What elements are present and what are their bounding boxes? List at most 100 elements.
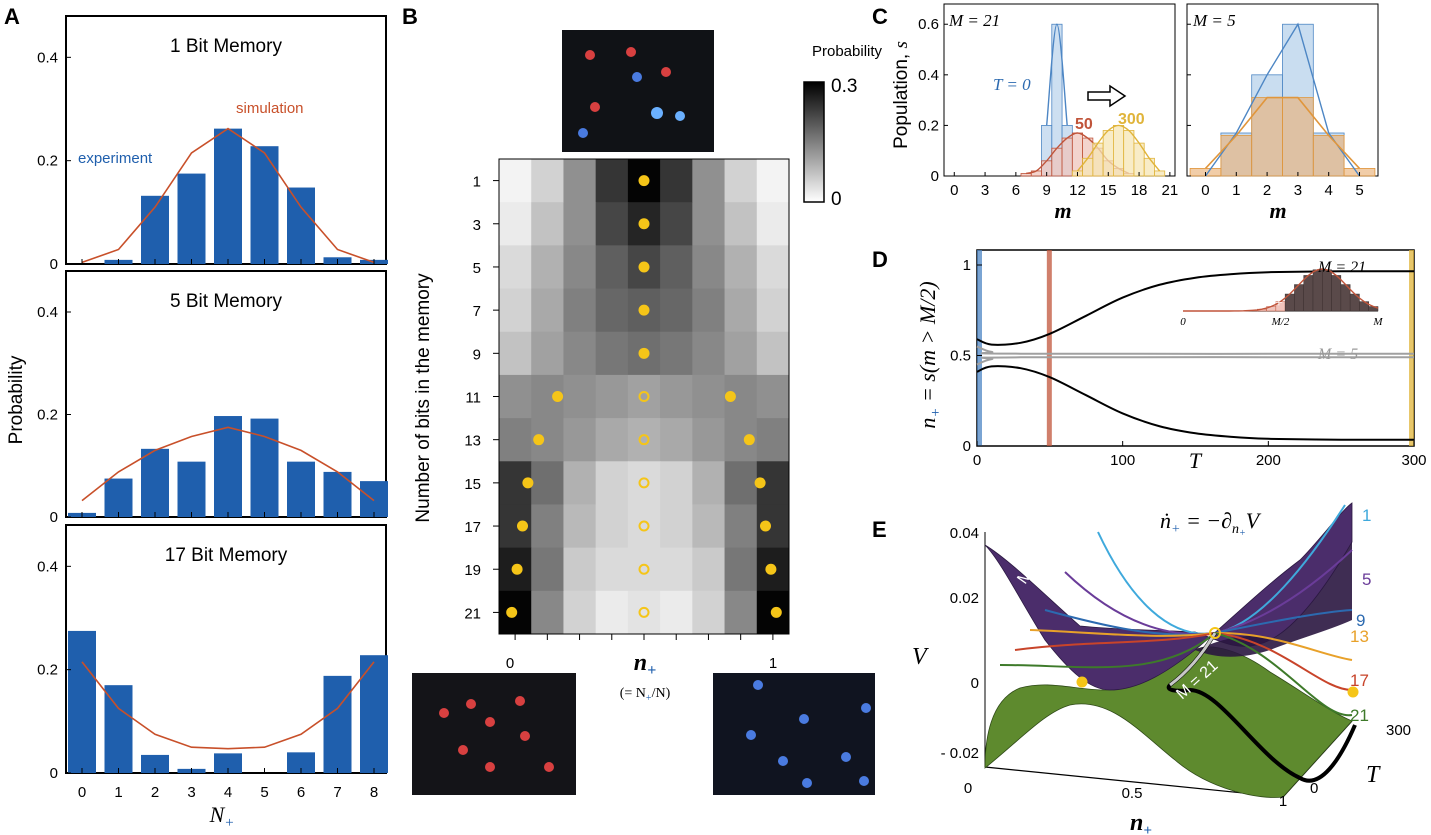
- x-tick-label: 1: [114, 784, 122, 801]
- x-tick-label: 5: [260, 784, 268, 801]
- heat-cell: [756, 159, 790, 203]
- dot-open: [638, 434, 650, 446]
- y-tick-label: 0.04: [950, 525, 979, 542]
- curve-label: 17: [1350, 671, 1369, 690]
- heat-cell: [660, 418, 693, 462]
- heat-cell: [531, 590, 564, 635]
- x-tick-label: 8: [370, 784, 378, 801]
- pop-bar: [1251, 97, 1283, 177]
- panel-e-ylabel: V: [912, 644, 929, 670]
- curve-label: 9: [1356, 611, 1365, 630]
- heat-cell: [627, 374, 661, 419]
- curve-label: 13: [1350, 627, 1369, 646]
- bar: [250, 146, 279, 264]
- heat-cell: [660, 202, 693, 246]
- panel-b-x-left: 0: [506, 655, 514, 672]
- heat-cell: [756, 288, 790, 333]
- panel-b-ylabel: Number of bits in the memory: [413, 273, 434, 523]
- pop-bar: [1071, 132, 1084, 177]
- dot-open: [638, 520, 650, 532]
- dot-filled: [522, 477, 534, 489]
- panel-e-equation: ṅ+ = −∂n+V: [1160, 508, 1262, 539]
- bar: [177, 461, 206, 517]
- x-tick-label: 1: [1232, 182, 1240, 199]
- heat-cell: [724, 202, 758, 246]
- bar: [360, 655, 388, 773]
- bar: [287, 752, 315, 773]
- panel-b-xlabel: n+: [634, 650, 656, 679]
- heat-cell: [531, 504, 564, 549]
- n-plus-line: [976, 270, 1415, 346]
- x-tick-label: 3: [1294, 182, 1302, 199]
- heat-cell: [499, 159, 532, 203]
- pop-line: [1204, 96, 1361, 169]
- heat-cell: [595, 504, 629, 549]
- dot-filled: [638, 261, 650, 273]
- panel-c-left-label: M = 21: [948, 11, 1000, 30]
- dot-open: [1209, 627, 1221, 639]
- heat-cell: [692, 504, 726, 549]
- t-tick-label: 0: [1310, 780, 1318, 797]
- photo-top: [562, 30, 714, 152]
- heat-cell: [595, 159, 629, 203]
- bar: [250, 418, 279, 517]
- panel-c-right-label: M = 5: [1192, 11, 1236, 30]
- y-tick-label: 0.4: [918, 67, 939, 84]
- x-tick-label: 18: [1131, 182, 1148, 199]
- row-label: 5: [473, 260, 481, 277]
- inset-tick: M: [1372, 316, 1383, 328]
- heat-cell: [724, 331, 758, 376]
- panel-b-letter: B: [402, 4, 418, 29]
- bar: [68, 630, 96, 773]
- dot-filled: [511, 563, 523, 575]
- heat-cell: [660, 159, 693, 203]
- pop-line: [1045, 23, 1068, 126]
- panel-d: 0 100 200 300 0 0.5 1 0 M/2 Mn+: [950, 249, 1427, 469]
- colorbar: [803, 81, 825, 203]
- dot-filled: [506, 606, 518, 618]
- heat-cell: [724, 288, 758, 333]
- heat-cell: [692, 288, 726, 333]
- dot-filled: [724, 391, 736, 402]
- simulation-line: [81, 661, 375, 750]
- heat-cell: [595, 331, 629, 376]
- surface-m5-dark: [1195, 542, 1352, 657]
- heat-cell: [499, 202, 532, 246]
- pop-bar: [1123, 130, 1135, 177]
- panel-e: 1 5 913 17 21 0.04 0.02 0 - 0.02 0 0.5 1 300 0: [941, 502, 1411, 810]
- x-tick-label: 0: [78, 784, 86, 801]
- y-tick-label: 0.2: [37, 662, 58, 679]
- heat-cell: [563, 288, 597, 333]
- bar: [141, 754, 169, 773]
- heat-cell: [724, 159, 758, 203]
- time-marker: [1409, 250, 1414, 446]
- x-tick-label: 9: [1042, 182, 1050, 199]
- panel-a-xlabel: N+: [209, 802, 235, 831]
- label-m5: M = 5: [1317, 346, 1358, 363]
- t-tick-label: 300: [1386, 722, 1411, 739]
- heat-cell: [724, 590, 758, 635]
- x-tick-label: 15: [1100, 182, 1117, 199]
- y-tick-label: 0: [971, 675, 979, 692]
- y-tick-label: 0.02: [950, 590, 979, 607]
- heat-cell: [595, 202, 629, 246]
- y-tick-label: 0.5: [950, 348, 971, 365]
- row-label: 15: [464, 476, 481, 493]
- dot-filled: [638, 304, 650, 316]
- photo-bottom-right: [713, 673, 875, 795]
- curve-label: 21: [1350, 706, 1369, 725]
- n-plus-line: [976, 345, 1415, 355]
- x-tick-label: 3: [981, 182, 989, 199]
- panel-c-xlabel-right: m: [1269, 198, 1286, 223]
- heat-cell: [499, 245, 532, 290]
- x-tick-label: 200: [1256, 452, 1281, 469]
- heat-cell: [756, 374, 790, 419]
- x-tick-label: 100: [1110, 452, 1135, 469]
- heat-cell: [595, 418, 629, 462]
- panel-a-title: 5 Bit Memory: [170, 291, 282, 312]
- heat-cell: [531, 331, 564, 376]
- heat-cell: [531, 245, 564, 290]
- x-tick-label: 2: [1263, 182, 1271, 199]
